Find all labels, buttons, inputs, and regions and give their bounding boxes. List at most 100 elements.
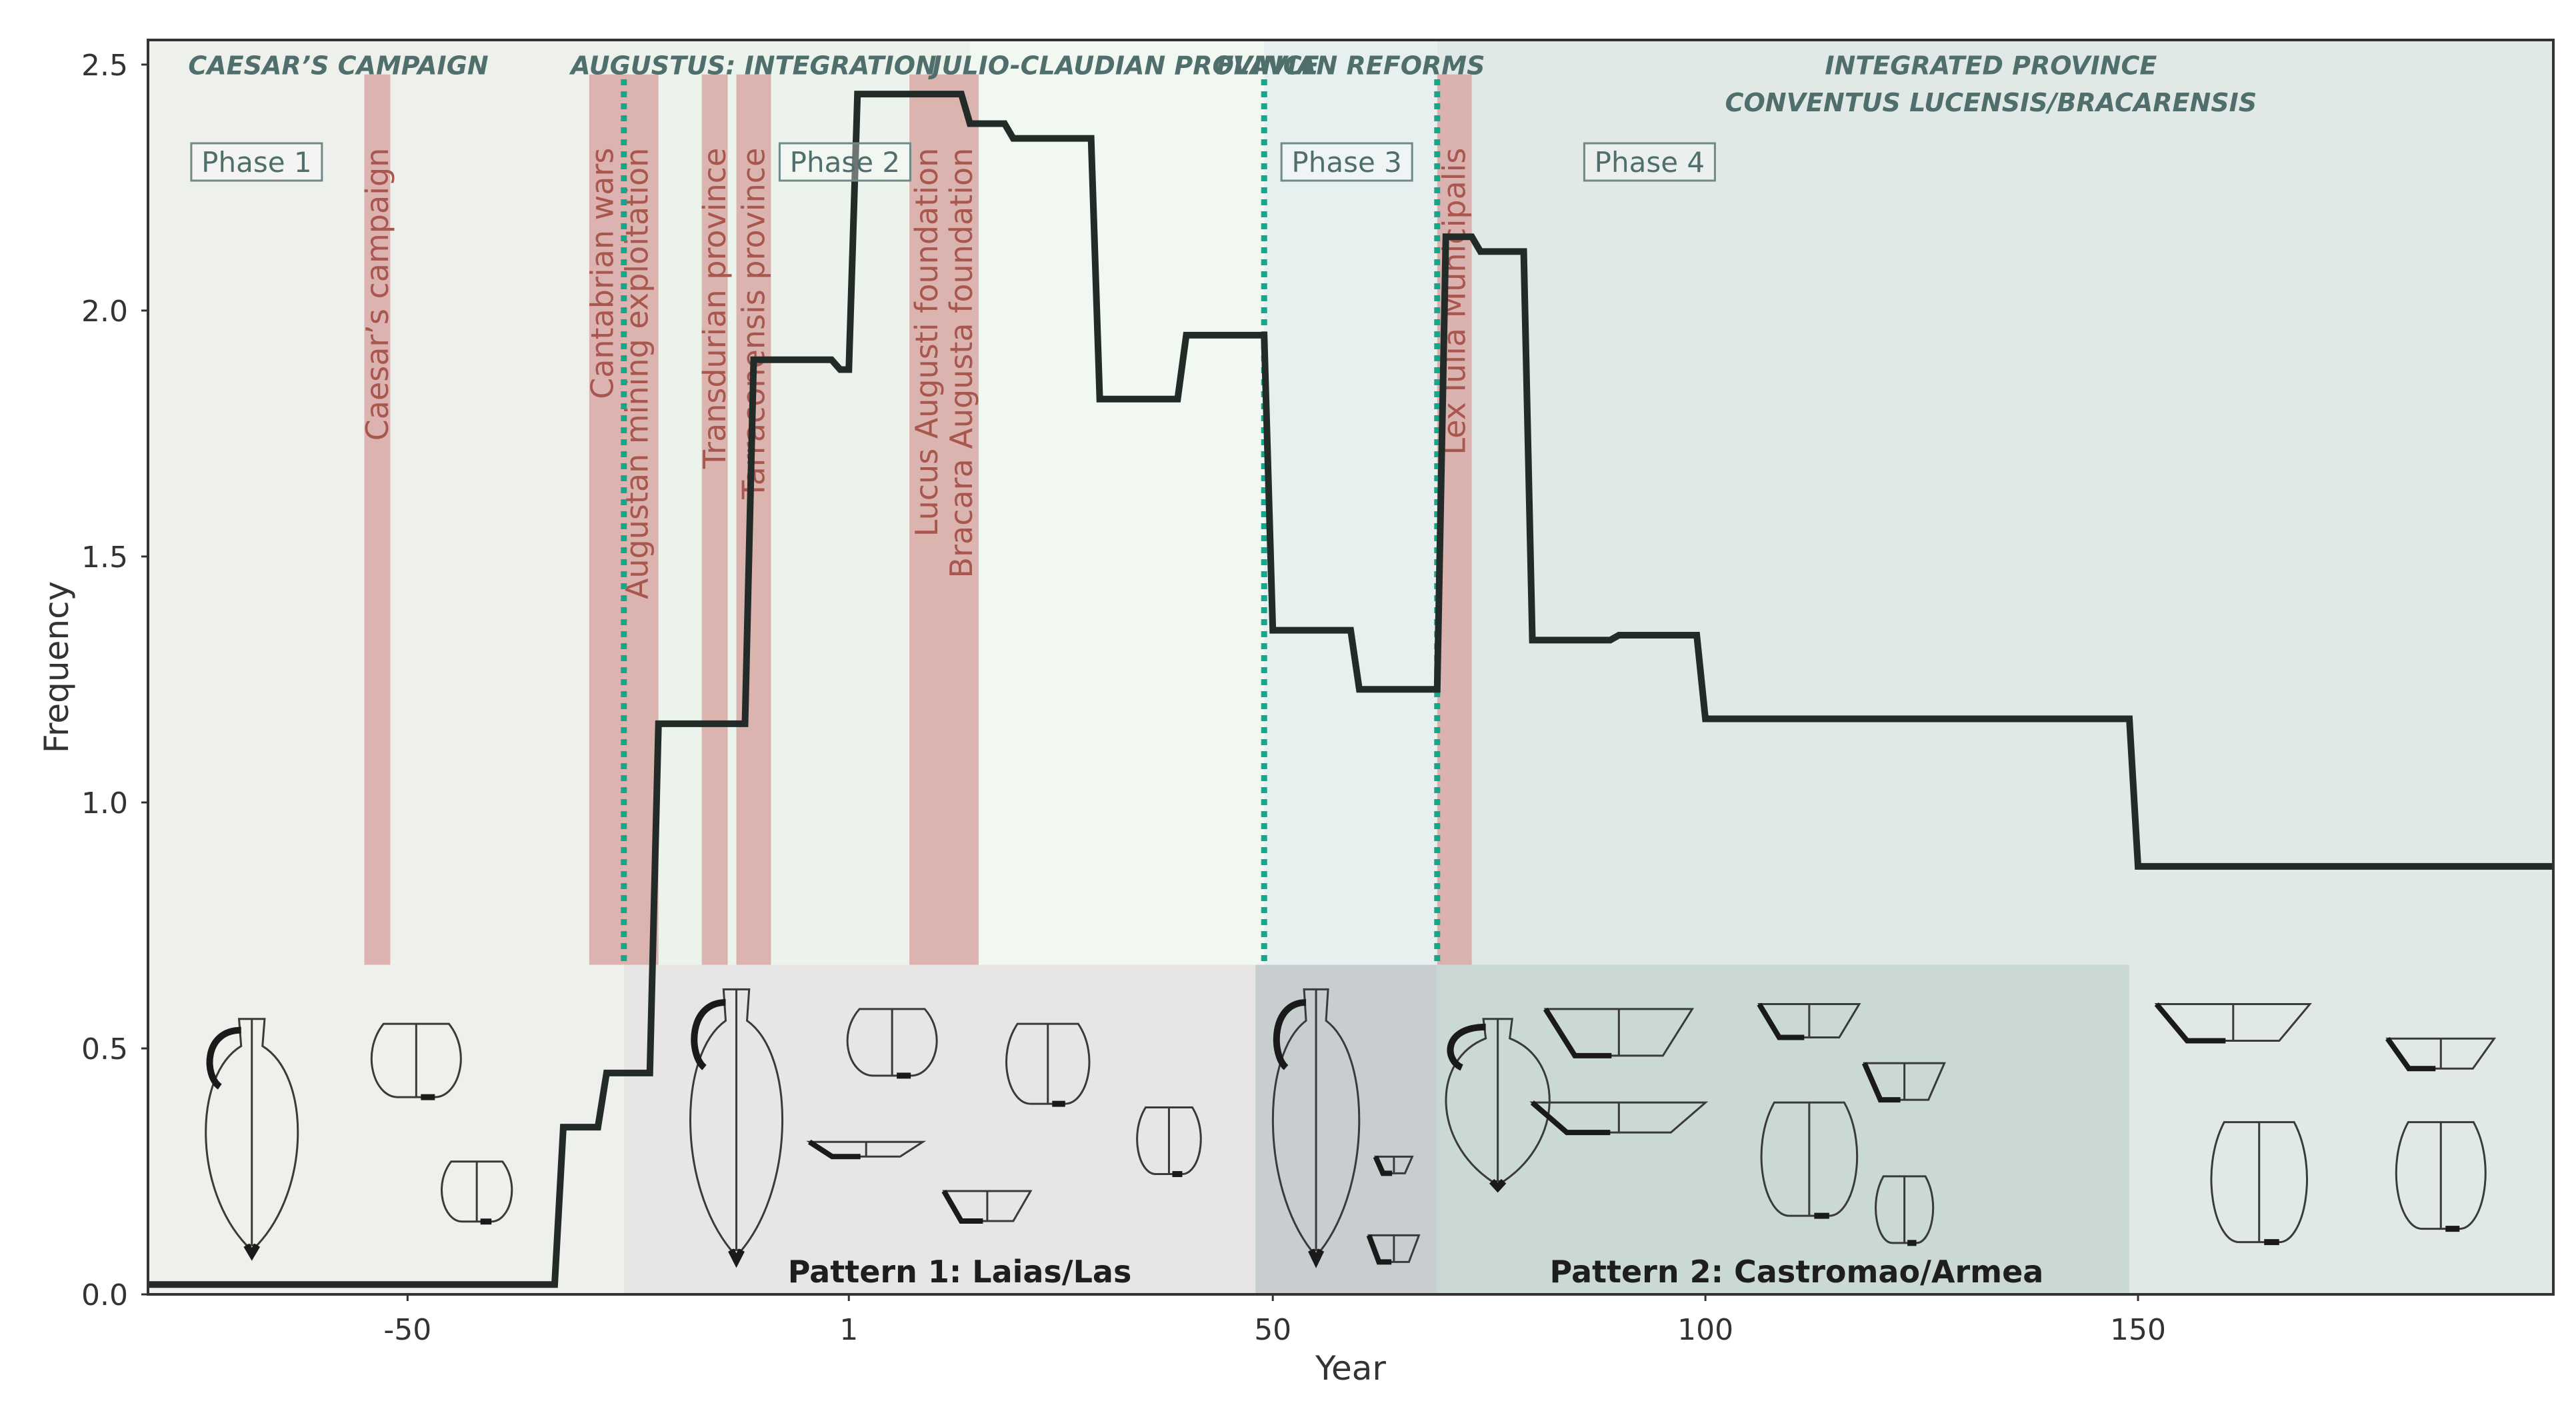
pot-body bbox=[1875, 1175, 1935, 1244]
event-bar bbox=[701, 74, 728, 965]
amphora-toe bbox=[1308, 1248, 1325, 1268]
period-title: JULIO-CLAUDIAN PROVINCE bbox=[927, 51, 1319, 81]
amphora-handle bbox=[691, 998, 726, 1070]
pattern-label: Pattern 2: Castromao/Armea bbox=[1549, 1254, 2043, 1290]
phase-label: Phase 2 bbox=[790, 146, 900, 179]
amphora-handle bbox=[206, 1026, 242, 1090]
bowl-profile bbox=[1530, 1100, 1611, 1136]
phase-box bbox=[190, 142, 323, 182]
x-tick-label: 50 bbox=[1254, 1313, 1291, 1347]
y-tick-label: 1.5 bbox=[81, 541, 128, 575]
event-bar bbox=[589, 74, 615, 965]
x-axis-title: Year bbox=[1315, 1349, 1386, 1388]
bowl-illustration bbox=[2154, 1002, 2313, 1044]
amphora-handle bbox=[1273, 998, 1307, 1070]
bowl-illustration bbox=[1757, 1002, 1861, 1040]
ceramic-illustrations bbox=[205, 988, 2497, 1268]
data-point bbox=[1696, 635, 1698, 637]
x-tick-label: 100 bbox=[1677, 1313, 1733, 1347]
data-point bbox=[969, 123, 971, 125]
data-point bbox=[553, 1284, 555, 1286]
amphora-handle bbox=[1447, 1023, 1486, 1071]
data-point bbox=[657, 722, 659, 724]
pattern-transition-zone bbox=[1255, 964, 1437, 1294]
bowl-profile bbox=[941, 1190, 983, 1224]
event-label: Transdurian province bbox=[697, 148, 733, 470]
bowl-illustration bbox=[1366, 1234, 1421, 1265]
x-tick-label: 150 bbox=[2110, 1313, 2166, 1347]
plot-frame bbox=[147, 39, 2555, 1296]
period-bands bbox=[148, 40, 2553, 1294]
data-point bbox=[1090, 137, 1092, 139]
pattern-zone bbox=[623, 964, 1256, 1294]
pot-illustration bbox=[1875, 1175, 1935, 1246]
bowl-profile bbox=[1366, 1234, 1392, 1265]
data-point bbox=[1263, 334, 1265, 336]
frequency-line bbox=[148, 91, 2553, 1288]
data-point bbox=[1350, 629, 1351, 631]
data-point bbox=[839, 369, 841, 371]
y-tick-label: 0.5 bbox=[81, 1032, 128, 1066]
bowl-illustration bbox=[1529, 1100, 1709, 1136]
data-point bbox=[1177, 398, 1179, 400]
pattern-zone bbox=[1437, 964, 2130, 1294]
data-point bbox=[1272, 629, 1274, 631]
phase-boundaries bbox=[621, 79, 1441, 965]
data-point bbox=[831, 359, 833, 361]
data-point bbox=[1618, 635, 1620, 637]
data-point bbox=[1471, 236, 1473, 238]
bowl-profile bbox=[2385, 1036, 2436, 1072]
phase-label: Phase 1 bbox=[201, 146, 311, 179]
bowl-illustration bbox=[1373, 1155, 1414, 1176]
data-point bbox=[857, 93, 859, 95]
pot-illustration bbox=[441, 1160, 513, 1225]
data-point bbox=[605, 1072, 607, 1074]
phase-box bbox=[1280, 142, 1413, 182]
data-point bbox=[2129, 718, 2131, 720]
data-point bbox=[1436, 689, 1438, 691]
bowl-profile bbox=[1373, 1155, 1393, 1176]
pot-body bbox=[441, 1160, 513, 1223]
amphora-toe bbox=[1489, 1178, 1507, 1193]
bowl-illustration bbox=[2385, 1036, 2497, 1072]
amphora-illustration bbox=[689, 988, 784, 1268]
bowl-profile bbox=[1861, 1062, 1901, 1103]
event-bar bbox=[909, 74, 945, 965]
pot-illustration bbox=[1760, 1101, 1859, 1219]
bowl-profile bbox=[808, 1139, 861, 1160]
annotations: CAESAR’S CAMPAIGN AUGUSTUS: INTEGRATIONJU… bbox=[188, 51, 2257, 1290]
bowl-illustration bbox=[1861, 1062, 1946, 1103]
data-point bbox=[1531, 639, 1533, 641]
phase-box bbox=[1583, 142, 1716, 182]
x-tick-label: -50 bbox=[383, 1313, 431, 1347]
x-tick-label: 1 bbox=[839, 1313, 858, 1347]
data-point bbox=[848, 369, 850, 371]
period-subtitle: CONVENTUS LUCENSIS/BRACARENSIS bbox=[1725, 88, 2257, 117]
data-point bbox=[597, 1126, 599, 1128]
data-point bbox=[562, 1126, 564, 1128]
data-point bbox=[1358, 689, 1360, 691]
bowl-illustration bbox=[806, 1139, 927, 1160]
y-tick-label: 2.0 bbox=[81, 295, 128, 329]
y-tick-label: 2.5 bbox=[81, 49, 128, 83]
phase-label: Phase 3 bbox=[1291, 146, 1401, 179]
pot-illustration bbox=[846, 1008, 938, 1079]
pot-illustration bbox=[1005, 1022, 1091, 1107]
bowl-profile bbox=[1543, 1007, 1612, 1058]
bowl-illustration bbox=[941, 1190, 1033, 1224]
event-bar bbox=[364, 74, 391, 965]
pot-illustration bbox=[2395, 1121, 2487, 1232]
event-label: Cantabrian wars bbox=[584, 148, 620, 399]
amphora-toe bbox=[243, 1243, 261, 1261]
amphora-illustration bbox=[205, 1018, 299, 1261]
pattern-label: Pattern 1: Laias/Las bbox=[788, 1254, 1132, 1290]
data-point bbox=[960, 93, 962, 95]
axes: -50 1 50 100 1500.00.51.01.52.02.5YearFreque… bbox=[37, 39, 2555, 1388]
bowl-profile bbox=[2154, 1002, 2226, 1044]
amphora-illustration bbox=[1445, 1018, 1551, 1193]
data-point bbox=[1479, 251, 1481, 253]
event-bar bbox=[944, 74, 979, 965]
data-point bbox=[753, 359, 755, 361]
bowl-illustration bbox=[1543, 1007, 1695, 1058]
